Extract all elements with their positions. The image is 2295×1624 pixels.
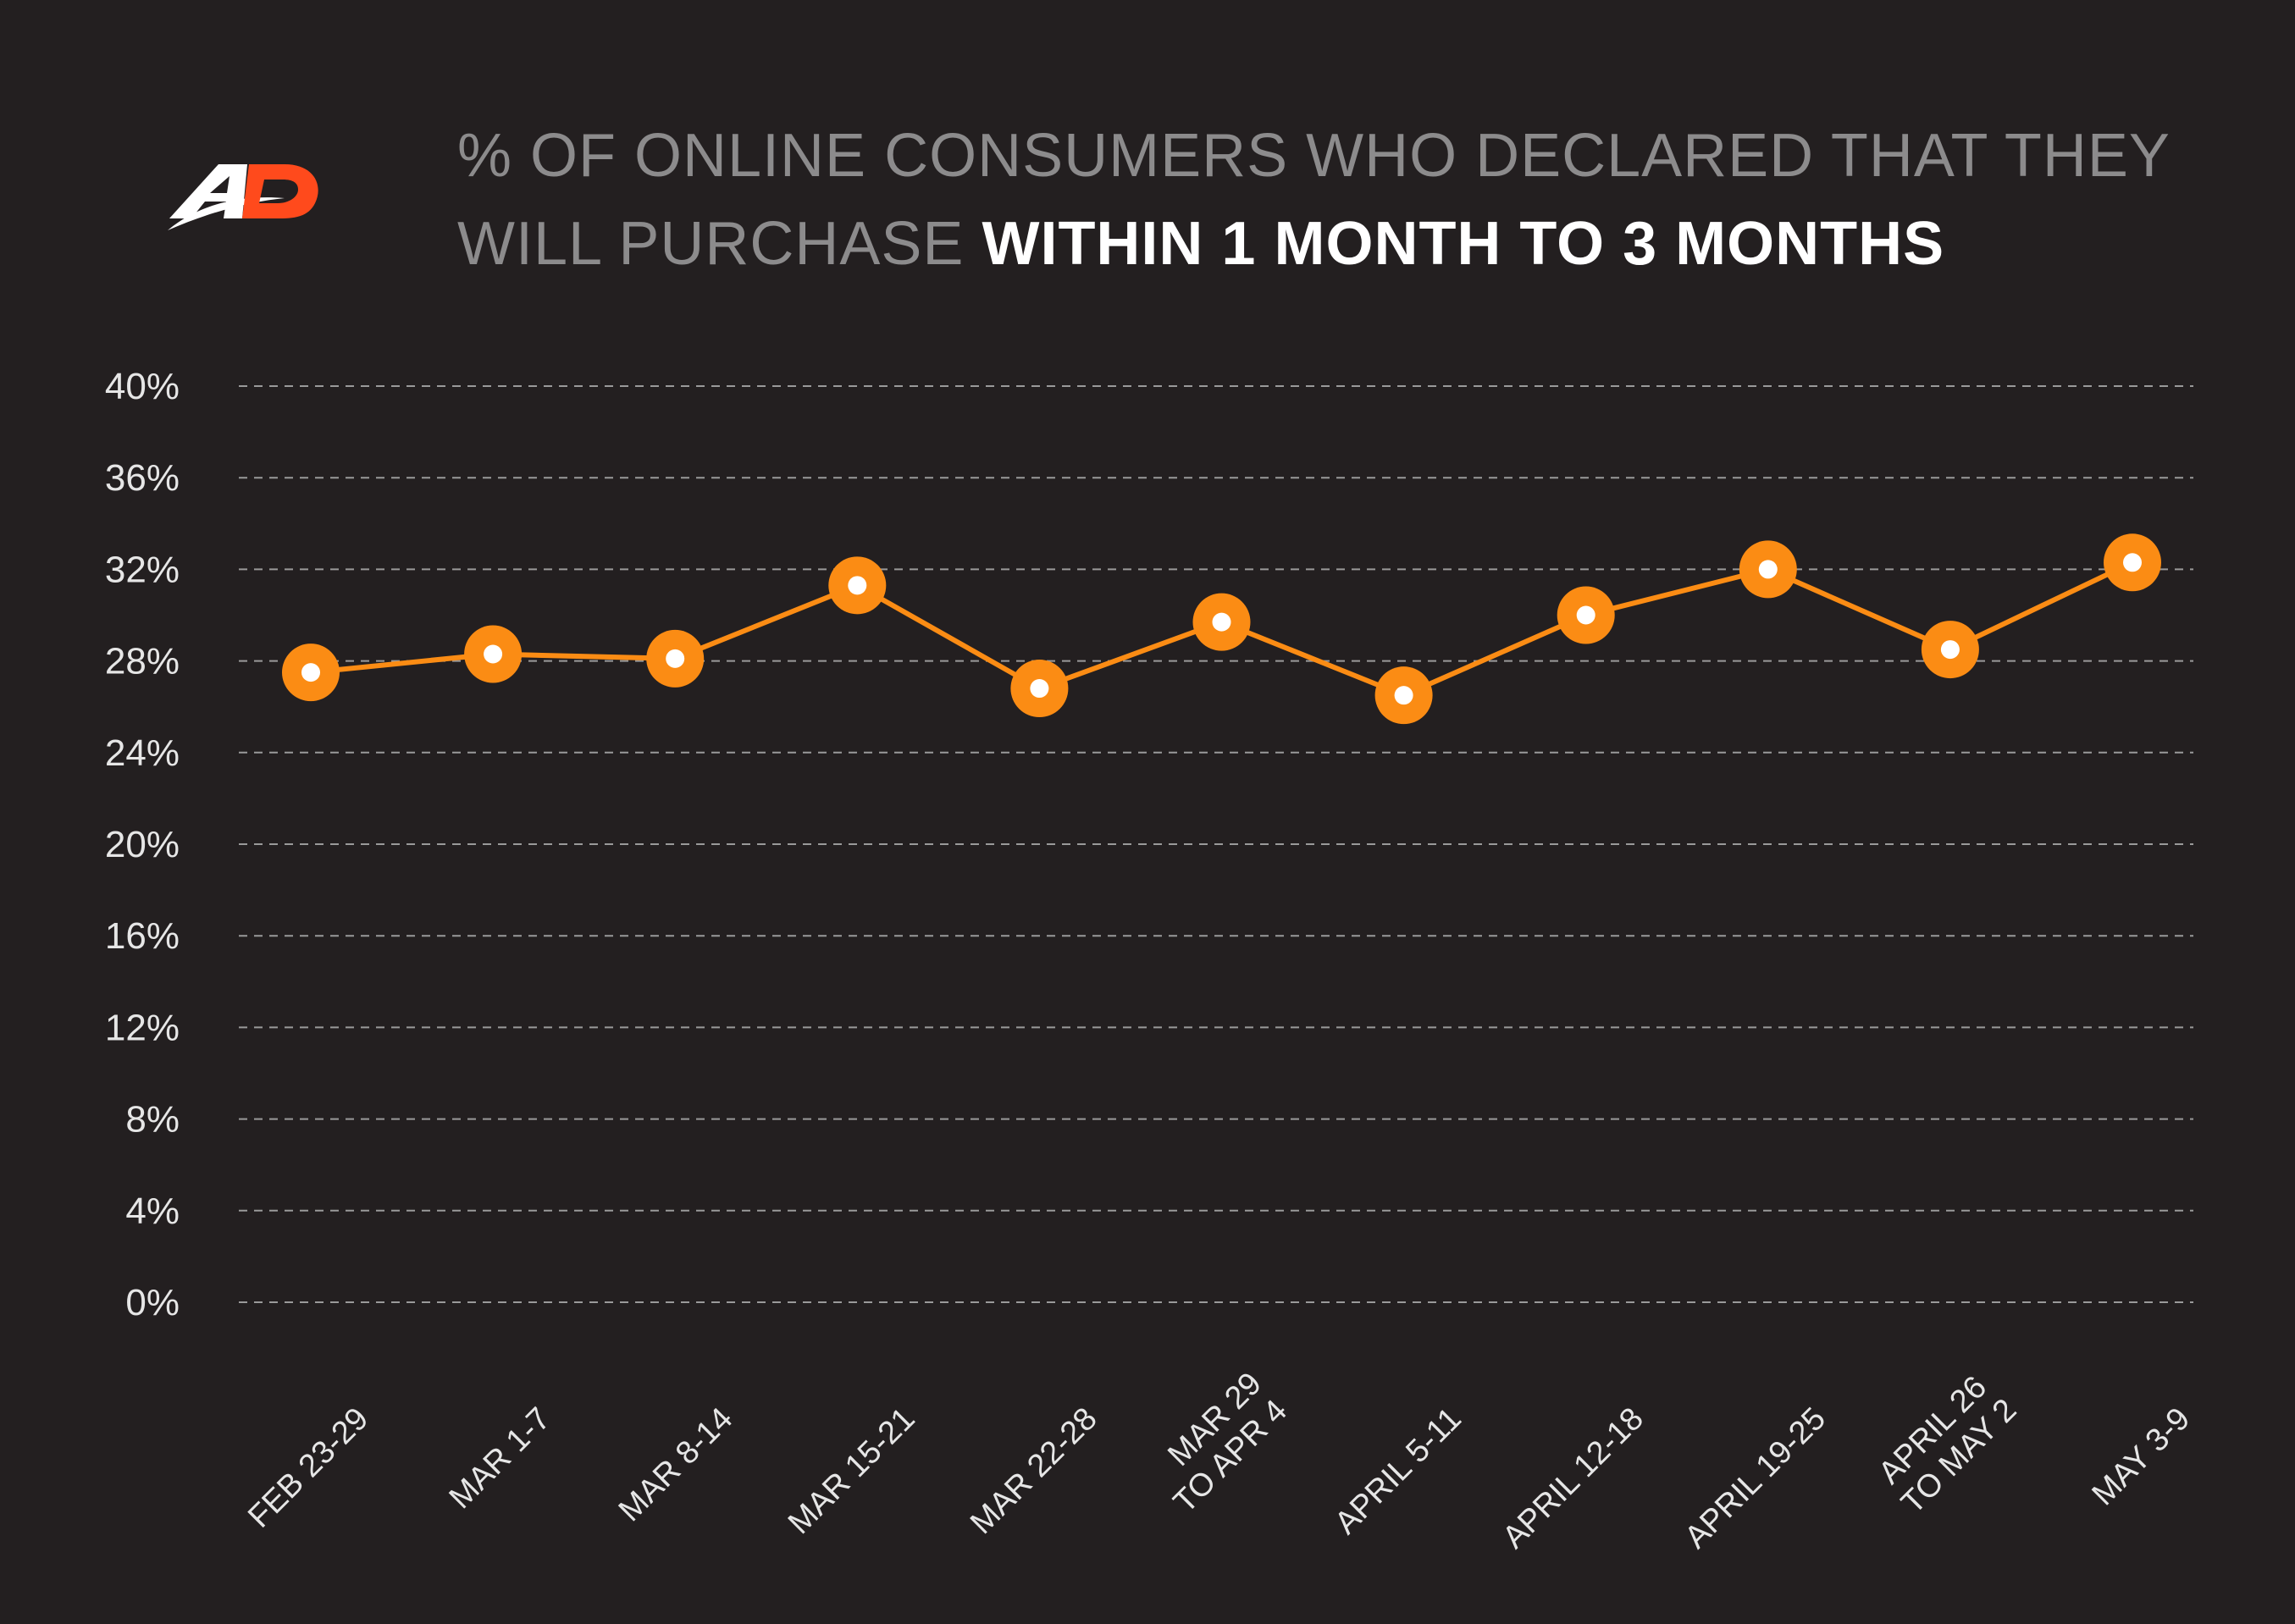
x-tick-label: MAR 15-21 <box>782 1401 922 1542</box>
y-tick-label: 0% <box>125 1282 180 1323</box>
x-tick-label: MAR 22-28 <box>964 1401 1104 1542</box>
data-point <box>2104 533 2161 592</box>
title-highlight: WITHIN 1 MONTH TO 3 MONTHS <box>982 210 1945 278</box>
data-point <box>1010 660 1069 718</box>
data-point <box>646 629 705 688</box>
chart-title: % OF ONLINE CONSUMERS WHO DECLARED THAT … <box>457 112 2219 288</box>
logo-a-swoosh <box>168 197 285 230</box>
logo-d-shape <box>242 164 318 218</box>
y-tick-label: 40% <box>105 366 180 407</box>
data-point-center <box>1758 560 1778 579</box>
x-tick-text: MAR 15-21 <box>782 1401 922 1542</box>
y-tick-label: 20% <box>105 824 180 865</box>
data-point <box>828 556 887 615</box>
data-point <box>1739 540 1797 599</box>
data-point-center <box>484 644 503 664</box>
data-point <box>1557 586 1615 644</box>
data-point <box>1192 593 1251 651</box>
data-point-center <box>2123 553 2142 572</box>
x-axis-ticks: FEB 23-29 MAR 1-7 MAR 8-14 MAR 15-21 MAR 22-… <box>241 1366 2197 1555</box>
x-tick-text: MAR 22-28 <box>964 1401 1104 1542</box>
data-point-center <box>1940 640 1960 660</box>
y-tick-label: 24% <box>105 732 180 774</box>
data-point <box>1374 666 1433 725</box>
data-point-center <box>301 663 320 682</box>
x-tick-label: APRIL 19-25 <box>1678 1401 1833 1556</box>
x-tick-text: APRIL 12-18 <box>1496 1401 1651 1556</box>
y-tick-label: 32% <box>105 549 180 590</box>
y-tick-label: 12% <box>105 1007 180 1048</box>
x-tick-label: MAY 3-9 <box>2086 1401 2198 1513</box>
y-tick-label: 4% <box>125 1190 180 1232</box>
series-markers <box>282 533 2161 725</box>
y-tick-label: 16% <box>105 915 180 957</box>
y-tick-label: 36% <box>105 457 180 499</box>
x-tick-text: APRIL 19-25 <box>1678 1401 1833 1556</box>
x-tick-label: APRIL 5-11 <box>1328 1401 1468 1542</box>
x-tick-text: MAY 3-9 <box>2086 1401 2198 1513</box>
data-point <box>282 644 340 702</box>
data-point-center <box>1394 686 1413 705</box>
y-tick-label: 8% <box>125 1099 180 1141</box>
data-point-center <box>848 576 867 595</box>
y-tick-label: 28% <box>105 641 180 682</box>
x-tick-label: MAR 1-7 <box>443 1401 558 1516</box>
data-point <box>1921 621 1979 679</box>
ad-logo <box>168 164 318 230</box>
data-point-center <box>666 649 685 668</box>
x-tick-text: MAR 1-7 <box>443 1401 558 1516</box>
x-tick-label: MAR 8-14 <box>612 1401 740 1529</box>
x-tick-text: MAR 8-14 <box>612 1401 740 1529</box>
gridlines <box>239 385 2193 1303</box>
y-axis-ticks: 0% 4% 8% 12% 16% 20% 24% 28% 32% 36% 40% <box>105 366 180 1323</box>
data-point <box>464 625 523 683</box>
data-point-center <box>1030 679 1049 699</box>
x-tick-label: APRIL 12-18 <box>1496 1401 1651 1556</box>
data-point-center <box>1576 605 1595 625</box>
title-main: % OF ONLINE CONSUMERS WHO DECLARED THAT … <box>457 122 2170 278</box>
x-tick-text: APRIL 5-11 <box>1328 1401 1468 1542</box>
x-tick-label: FEB 23-29 <box>241 1401 375 1535</box>
x-tick-text: FEB 23-29 <box>241 1401 375 1535</box>
data-point-center <box>1212 612 1231 632</box>
